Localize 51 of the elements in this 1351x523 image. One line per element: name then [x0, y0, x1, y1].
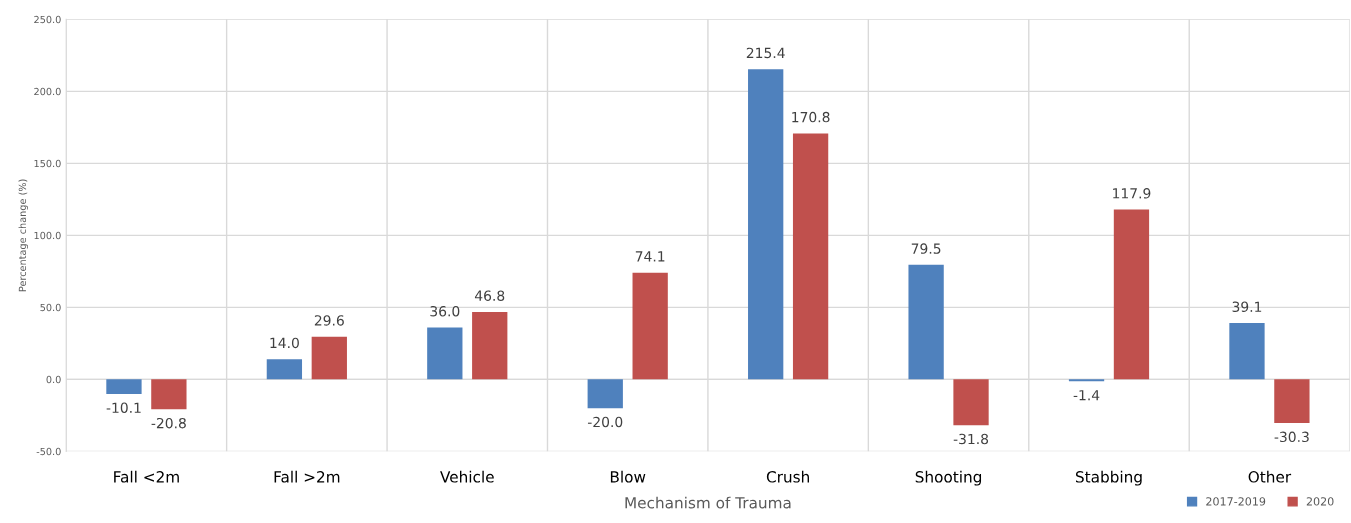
x-tick-label: Crush [766, 470, 809, 483]
bar [953, 379, 989, 426]
data-label: 117.9 [1113, 188, 1151, 199]
data-label: -20.0 [587, 416, 623, 428]
bar [632, 272, 668, 380]
bar [908, 264, 944, 380]
bar [1274, 379, 1310, 423]
y-tick-label: 250.0 [34, 15, 61, 24]
bar [311, 336, 347, 380]
bar [266, 359, 303, 380]
legend-label: 2020 [1306, 497, 1334, 506]
data-label: 170.8 [792, 111, 830, 123]
data-label: 36.0 [430, 305, 460, 317]
data-label: 74.1 [635, 251, 665, 262]
y-tick-label: 50.0 [40, 303, 61, 312]
x-tick-label: Vehicle [440, 470, 494, 483]
data-label: 46.8 [474, 290, 505, 301]
bar [748, 69, 784, 380]
bar [427, 327, 463, 380]
data-label: 14.0 [270, 337, 299, 349]
bar [151, 379, 187, 410]
bar [1113, 209, 1150, 380]
y-tick-label: 0.0 [46, 375, 61, 384]
x-tick-label: Fall <2m [114, 470, 179, 483]
x-tick-label: Stabbing [1075, 470, 1142, 486]
x-axis-title: Mechanism of Trauma [625, 496, 791, 509]
data-label: -30.3 [1274, 431, 1309, 443]
bar [587, 379, 623, 409]
bar [792, 133, 829, 380]
x-tick-label: Blow [610, 470, 646, 483]
data-label: -20.8 [151, 417, 186, 429]
y-tick-label: -50.0 [36, 447, 61, 456]
y-tick-label: 100.0 [34, 231, 61, 240]
y-axis-title: Percentage change (%) [18, 179, 28, 292]
x-tick-label: Other [1248, 470, 1292, 483]
y-tick-label: 200.0 [34, 87, 61, 96]
y-tick-label: 150.0 [34, 159, 61, 168]
x-tick-label: Fall >2m [274, 470, 340, 483]
data-label: -10.1 [106, 402, 141, 413]
data-label: 215.4 [746, 47, 785, 59]
data-label: 39.1 [1232, 301, 1262, 313]
data-label: -31.8 [953, 433, 989, 445]
bar [1068, 379, 1105, 382]
data-label: -1.4 [1073, 390, 1100, 401]
data-label: 29.6 [314, 315, 344, 326]
data-label: 79.5 [911, 243, 941, 254]
bar [1229, 323, 1265, 380]
x-tick-label: Shooting [915, 470, 982, 486]
bar [106, 379, 142, 394]
bar [472, 311, 508, 380]
legend-label: 2017-2019 [1206, 497, 1266, 506]
